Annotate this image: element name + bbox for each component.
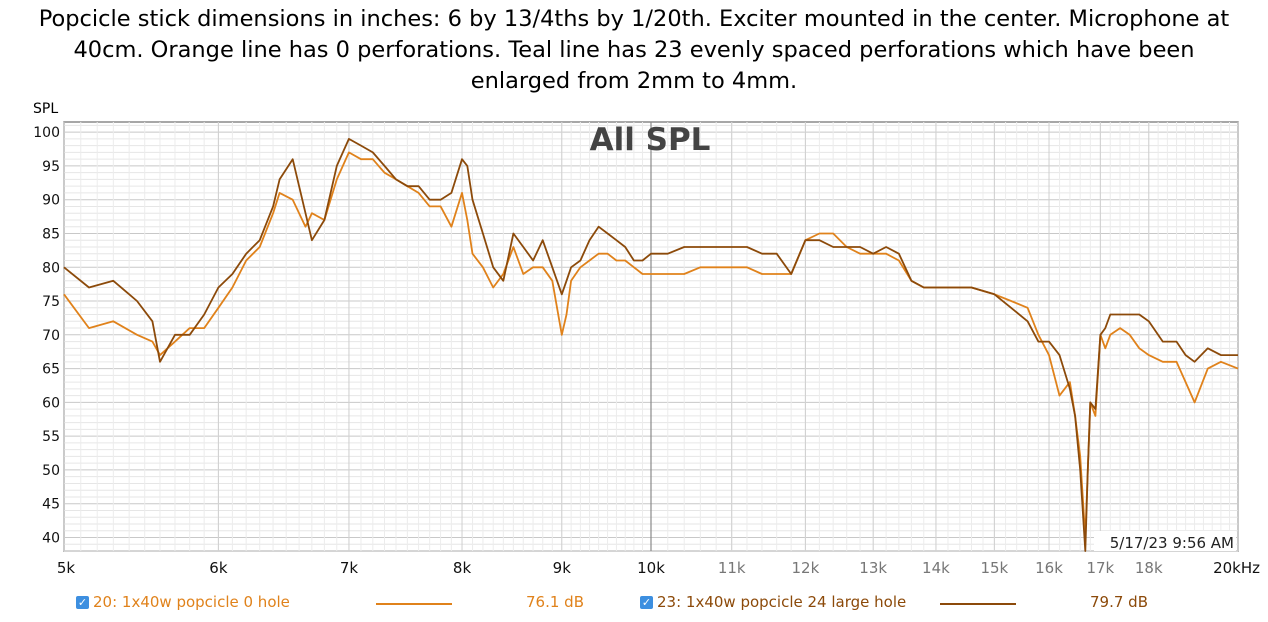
legend-value-1: 76.1 dB — [526, 593, 584, 611]
y-tick-label: 55 — [42, 429, 60, 445]
y-tick-label: 90 — [42, 193, 60, 209]
x-tick-label: 11k — [718, 559, 746, 577]
legend-label-1: 20: 1x40w popcicle 0 hole — [93, 593, 290, 611]
y-tick-label: 65 — [42, 362, 60, 378]
caption-line-2: 40cm. Orange line has 0 perforations. Te… — [73, 37, 1195, 63]
x-tick-label: 14k — [922, 559, 950, 577]
y-tick-label: 85 — [42, 226, 60, 242]
legend-checkbox-2-icon[interactable]: ✓ — [640, 595, 653, 609]
legend-checkbox-1-icon[interactable]: ✓ — [76, 595, 89, 609]
x-tick-label: 8k — [453, 559, 472, 577]
series-line-2 — [63, 137, 1238, 552]
chart-title: All SPL — [590, 122, 711, 158]
y-tick-label: 95 — [42, 159, 60, 175]
y-axis-label: SPL — [33, 101, 58, 117]
x-tick-label: 17k — [1086, 559, 1114, 577]
x-tick-label: 15k — [980, 559, 1008, 577]
x-tick-label: 5k — [57, 559, 76, 577]
legend-value-2: 79.7 dB — [1090, 593, 1148, 611]
legend-item-1[interactable]: ✓ 20: 1x40w popcicle 0 hole — [76, 593, 290, 611]
y-tick-label: 60 — [42, 395, 60, 411]
caption-line-3: enlarged from 2mm to 4mm. — [470, 68, 798, 94]
x-tick-label: 20kHz — [1213, 559, 1260, 577]
chart-caption: Popcicle stick dimensions in inches: 6 b… — [0, 4, 1268, 97]
y-tick-label: 100 — [33, 125, 60, 141]
x-tick-label: 18k — [1135, 559, 1163, 577]
timestamp: 5/17/23 9:56 AM — [1110, 534, 1234, 552]
legend: ✓ 20: 1x40w popcicle 0 hole 76.1 dB ✓ 23… — [0, 593, 1268, 615]
legend-swatch-1 — [376, 603, 452, 605]
y-tick-label: 75 — [42, 294, 60, 310]
legend-label-2: 23: 1x40w popcicle 24 large hole — [657, 593, 907, 611]
y-tick-label: 40 — [42, 530, 60, 546]
x-tick-label: 7k — [340, 559, 359, 577]
x-tick-label: 12k — [792, 559, 820, 577]
x-tick-label: 6k — [209, 559, 228, 577]
y-tick-label: 80 — [42, 260, 60, 276]
y-tick-label: 45 — [42, 497, 60, 513]
caption-line-1: Popcicle stick dimensions in inches: 6 b… — [38, 6, 1230, 32]
x-tick-label: 13k — [859, 559, 887, 577]
legend-swatch-2 — [940, 603, 1016, 605]
x-tick-label: 10k — [637, 559, 665, 577]
x-tick-label: 16k — [1035, 559, 1063, 577]
y-tick-label: 70 — [42, 328, 60, 344]
y-tick-label: 50 — [42, 463, 60, 479]
legend-item-2[interactable]: ✓ 23: 1x40w popcicle 24 large hole — [640, 593, 906, 611]
timestamp-bg — [1094, 531, 1236, 551]
x-tick-label: 9k — [553, 559, 572, 577]
